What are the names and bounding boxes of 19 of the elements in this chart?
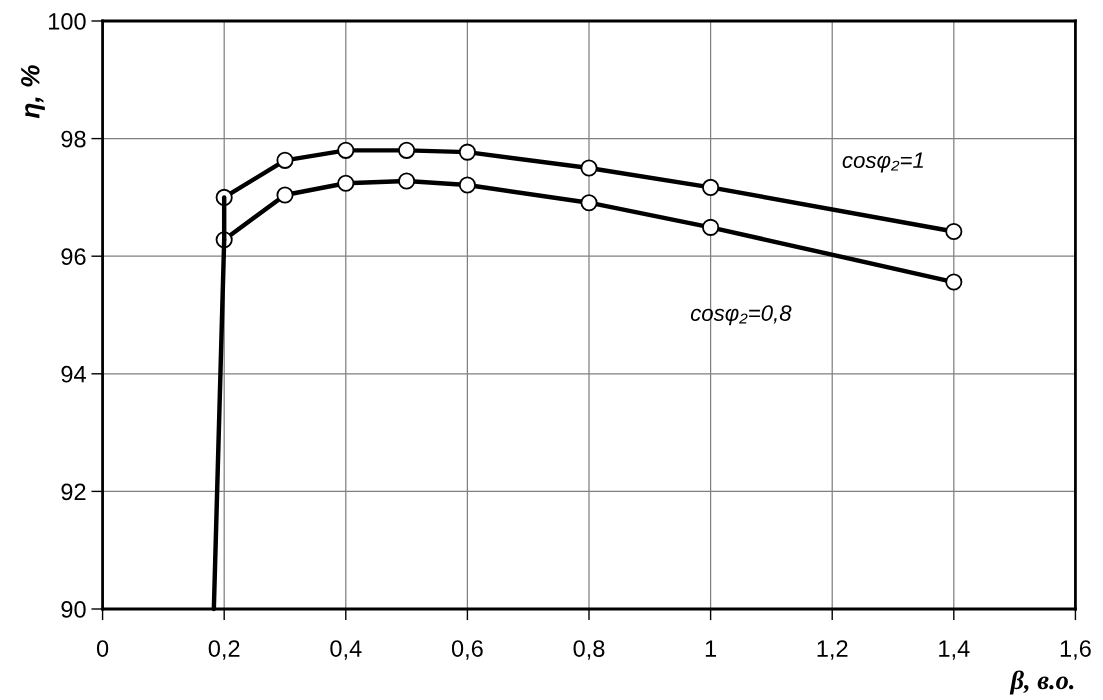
x-tick-label: 1 [705, 640, 717, 657]
x-axis-title: β, в.о. [1009, 670, 1074, 695]
y-tick-label: 100 [49, 13, 86, 30]
y-tick-label: 90 [61, 601, 86, 618]
series-label: cosφ₂=1 [842, 152, 923, 173]
x-tick-label: 1,6 [1060, 640, 1091, 660]
y-axis-title: η, % [21, 65, 45, 119]
x-tick-label: 1,2 [817, 640, 848, 660]
y-tick-label: 92 [61, 483, 86, 501]
x-tick-label: 0,6 [451, 640, 483, 660]
x-tick-label: 1,4 [939, 640, 970, 660]
x-tick-label: 0,8 [573, 640, 605, 660]
x-tick-label: 0,2 [208, 640, 240, 660]
y-tick-label: 98 [61, 130, 86, 148]
y-tick-label: 94 [61, 365, 86, 383]
y-tick-label: 96 [61, 248, 86, 265]
text: cosφ₂=0,8 [690, 305, 792, 326]
x-tick-label: 0,4 [330, 640, 362, 660]
x-tick-label: 0 [96, 640, 109, 657]
